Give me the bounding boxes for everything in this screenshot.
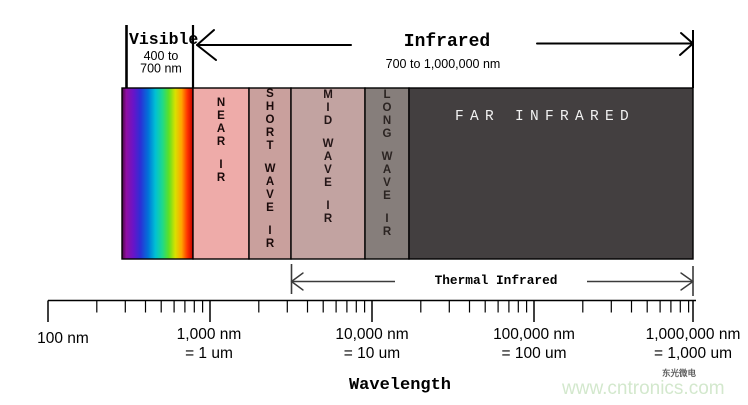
svg-text:Infrared: Infrared <box>404 32 490 52</box>
svg-text:= 1 um: = 1 um <box>185 345 233 362</box>
svg-text:A: A <box>383 164 391 176</box>
svg-text:A: A <box>217 123 225 135</box>
svg-text:I: I <box>268 225 271 237</box>
svg-text:L: L <box>383 89 390 101</box>
svg-text:= 1,000 um: = 1,000 um <box>654 345 732 362</box>
svg-text:www.cntronics.com: www.cntronics.com <box>561 378 725 399</box>
svg-text:Visible: Visible <box>129 30 198 49</box>
svg-text:700 nm: 700 nm <box>140 62 182 76</box>
svg-text:W: W <box>323 138 334 150</box>
svg-text:I: I <box>385 213 388 225</box>
svg-text:700 to 1,000,000 nm: 700 to 1,000,000 nm <box>386 57 501 71</box>
svg-text:100 nm: 100 nm <box>37 330 89 347</box>
svg-text:东光微电: 东光微电 <box>662 368 697 378</box>
svg-text:H: H <box>266 101 274 113</box>
svg-text:R: R <box>383 226 392 238</box>
svg-text:10,000 nm: 10,000 nm <box>335 326 408 343</box>
svg-text:V: V <box>266 189 274 201</box>
svg-text:D: D <box>324 115 332 127</box>
svg-text:E: E <box>324 177 332 189</box>
svg-text:V: V <box>383 177 391 189</box>
svg-text:100,000 nm: 100,000 nm <box>493 326 575 343</box>
svg-text:V: V <box>324 164 332 176</box>
svg-text:1,000,000 nm: 1,000,000 nm <box>646 326 741 343</box>
svg-text:1,000 nm: 1,000 nm <box>177 326 242 343</box>
svg-text:W: W <box>265 163 276 175</box>
svg-text:= 10 um: = 10 um <box>344 345 400 362</box>
svg-text:R: R <box>266 238 275 250</box>
svg-text:I: I <box>326 102 329 114</box>
svg-text:E: E <box>217 110 225 122</box>
svg-text:S: S <box>266 88 274 100</box>
svg-text:Wavelength: Wavelength <box>349 376 451 395</box>
svg-text:O: O <box>383 102 392 114</box>
svg-text:E: E <box>383 190 391 202</box>
svg-text:R: R <box>266 127 275 139</box>
svg-text:I: I <box>326 200 329 212</box>
svg-text:FAR INFRARED: FAR INFRARED <box>455 109 635 125</box>
svg-text:R: R <box>324 213 333 225</box>
svg-text:M: M <box>323 89 333 101</box>
svg-text:R: R <box>217 172 226 184</box>
svg-text:Thermal Infrared: Thermal Infrared <box>435 273 558 288</box>
svg-text:A: A <box>324 151 332 163</box>
svg-text:I: I <box>219 159 222 171</box>
svg-text:E: E <box>266 202 274 214</box>
svg-text:N: N <box>217 97 225 109</box>
svg-text:T: T <box>266 140 273 152</box>
svg-text:G: G <box>383 128 392 140</box>
svg-text:R: R <box>217 136 226 148</box>
svg-text:N: N <box>383 115 391 127</box>
svg-text:W: W <box>382 151 393 163</box>
svg-text:A: A <box>266 176 274 188</box>
svg-text:= 100 um: = 100 um <box>501 345 566 362</box>
svg-text:O: O <box>266 114 275 126</box>
